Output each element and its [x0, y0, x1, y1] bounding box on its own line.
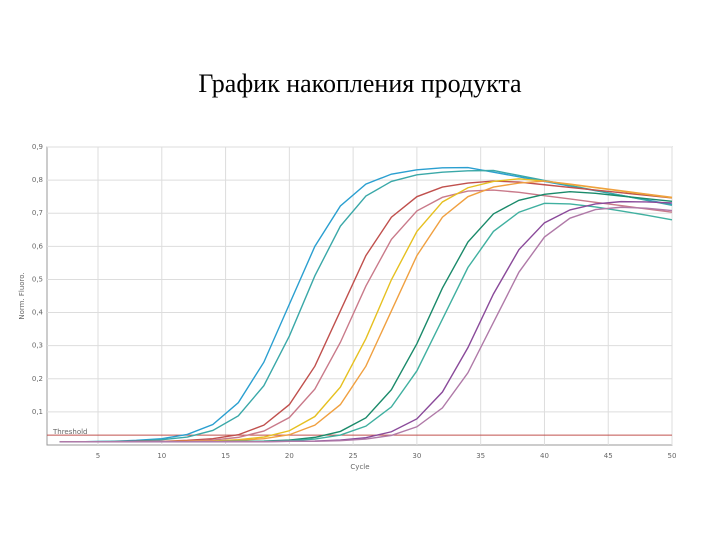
y-tick-label: 0,1 — [32, 408, 43, 416]
plot-area — [46, 146, 673, 446]
chart-title: График накопления продукта — [198, 69, 522, 98]
y-tick-label: 0,7 — [32, 209, 43, 217]
y-tick-label: 0,3 — [32, 342, 43, 350]
x-axis-label: Cycle — [350, 463, 369, 471]
x-tick-label: 20 — [285, 452, 294, 460]
series-line — [59, 169, 673, 443]
x-tick-label: 15 — [221, 452, 230, 460]
y-tick-label: 0,9 — [32, 143, 43, 151]
x-tick-label: 40 — [540, 452, 549, 460]
y-tick-label: 0,5 — [32, 275, 43, 283]
series-line — [59, 206, 673, 443]
x-tick-label: 50 — [668, 452, 677, 460]
y-tick-label: 0,8 — [32, 176, 43, 184]
x-tick-label: 25 — [349, 452, 358, 460]
y-axis-label: Norm. Fluoro. — [18, 272, 26, 319]
x-tick-label: 35 — [476, 452, 485, 460]
x-tick-label: 5 — [96, 452, 100, 460]
y-tick-label: 0,4 — [32, 309, 44, 317]
x-tick-label: 30 — [412, 452, 421, 460]
y-tick-label: 0,2 — [32, 375, 43, 383]
threshold-label: Threshold — [52, 428, 88, 436]
y-tick-label: 0,6 — [32, 242, 44, 250]
x-tick-label: 10 — [157, 452, 166, 460]
x-tick-label: 45 — [604, 452, 613, 460]
